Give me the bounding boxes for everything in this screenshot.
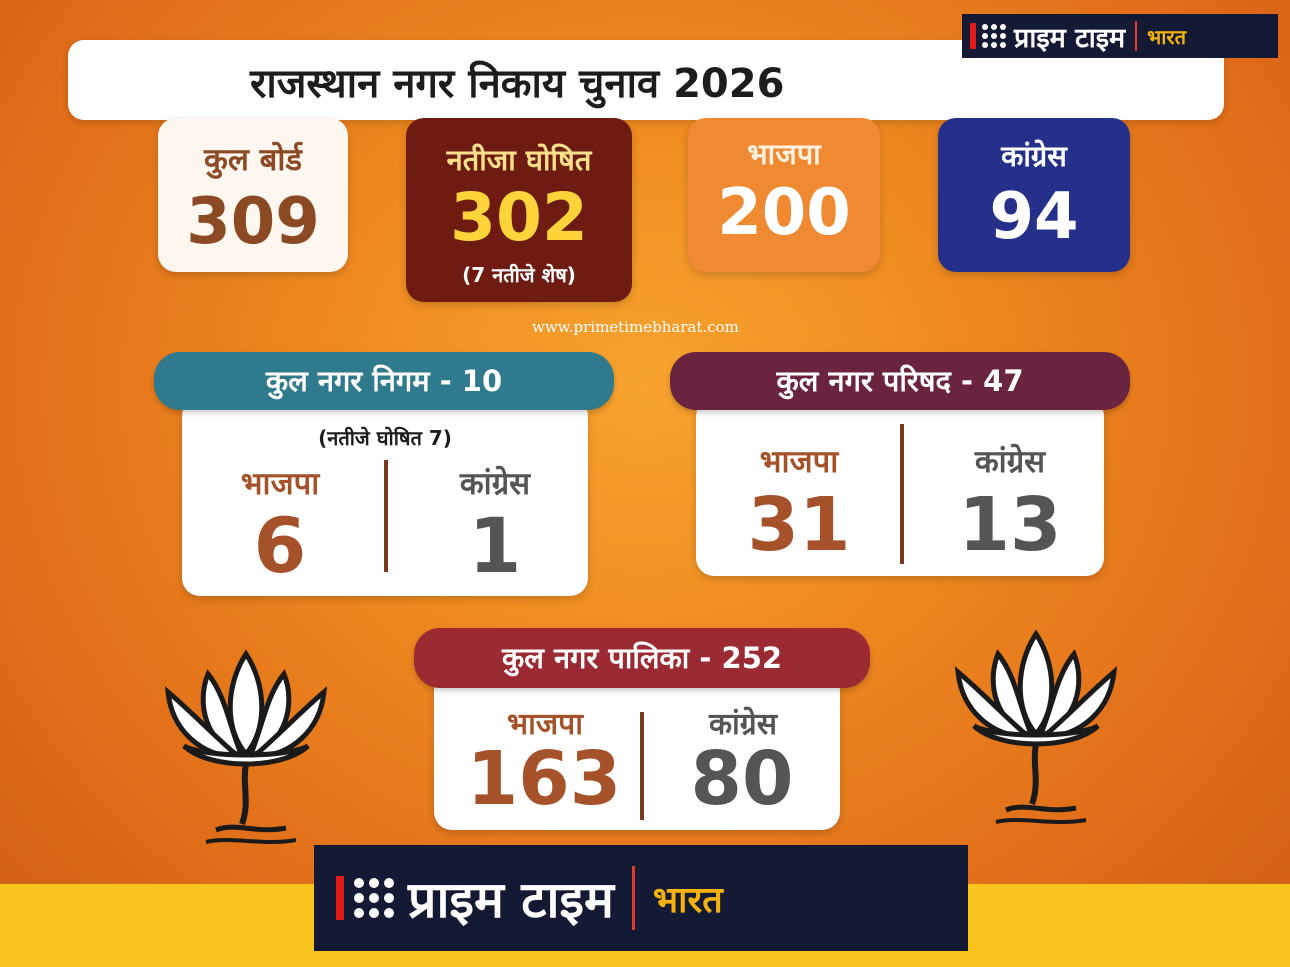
nagar-palika-bjp-label: भाजपा: [507, 707, 583, 742]
nagar-parishad-congress-value: 13: [958, 482, 1062, 568]
nagar-palika-divider: [640, 712, 644, 820]
logo-dots-icon: [354, 878, 394, 918]
logo-red-bar: [970, 23, 976, 49]
nagar-palika-panel: [434, 672, 840, 830]
nagar-nigam-note: (नतीजे घोषित 7): [318, 426, 452, 450]
results-declared-label: नतीजा घोषित: [446, 143, 592, 177]
congress-total-label: कांग्रेस: [1001, 139, 1067, 173]
nagar-parishad-header: कुल नगर परिषद - 47: [670, 352, 1130, 410]
brand-main-text: प्राइम टाइम: [1014, 22, 1126, 54]
brand-logo-bottom: प्राइम टाइम भारत: [314, 845, 968, 951]
website-url: www.primetimebharat.com: [532, 318, 739, 336]
brand-logo-top: प्राइम टाइम भारत: [962, 14, 1278, 58]
nagar-nigam-congress-label: कांग्रेस: [459, 466, 531, 502]
logo-dots-icon: [982, 24, 1006, 48]
nagar-palika-bjp-value: 163: [466, 736, 622, 822]
nagar-parishad-bjp-value: 31: [747, 482, 851, 568]
nagar-nigam-bjp-label: भाजपा: [240, 466, 320, 502]
logo-red-bar: [336, 876, 344, 920]
total-boards-label: कुल बोर्ड: [204, 142, 302, 178]
nagar-parishad-bjp-label: भाजपा: [759, 444, 839, 480]
nagar-nigam-congress-value: 1: [468, 501, 522, 590]
nagar-nigam-bjp-value: 6: [253, 501, 307, 590]
results-declared-card: नतीजा घोषित 302 (7 नतीजे शेष): [406, 118, 632, 302]
brand-sub-text: भारत: [1147, 24, 1186, 49]
nagar-parishad-congress-label: कांग्रेस: [974, 444, 1046, 480]
lotus-icon: [164, 649, 328, 844]
nagar-nigam-divider: [384, 460, 388, 572]
lotus-icon: [954, 629, 1118, 824]
bjp-total-card: भाजपा 200: [688, 118, 880, 272]
bjp-total-value: 200: [717, 176, 851, 250]
nagar-parishad-divider: [900, 424, 904, 564]
nagar-palika-congress-value: 80: [690, 736, 794, 822]
logo-separator: [1135, 21, 1138, 51]
nagar-palika-header: कुल नगर पालिका - 252: [414, 628, 870, 688]
total-boards-card: कुल बोर्ड 309: [158, 118, 348, 272]
total-boards-value: 309: [186, 185, 320, 259]
page-title: राजस्थान नगर निकाय चुनाव 2026: [250, 61, 785, 107]
nagar-nigam-header: कुल नगर निगम - 10: [154, 352, 614, 410]
congress-total-value: 94: [989, 180, 1079, 254]
congress-total-card: कांग्रेस 94: [938, 118, 1130, 272]
logo-separator: [631, 866, 635, 930]
results-pending-note: (7 नतीजे शेष): [462, 263, 576, 287]
bjp-total-label: भाजपा: [747, 137, 821, 171]
brand-main-text: प्राइम टाइम: [408, 871, 614, 929]
results-declared-value: 302: [450, 179, 588, 256]
brand-sub-text: भारत: [652, 879, 723, 921]
nagar-palika-congress-label: कांग्रेस: [708, 707, 777, 742]
